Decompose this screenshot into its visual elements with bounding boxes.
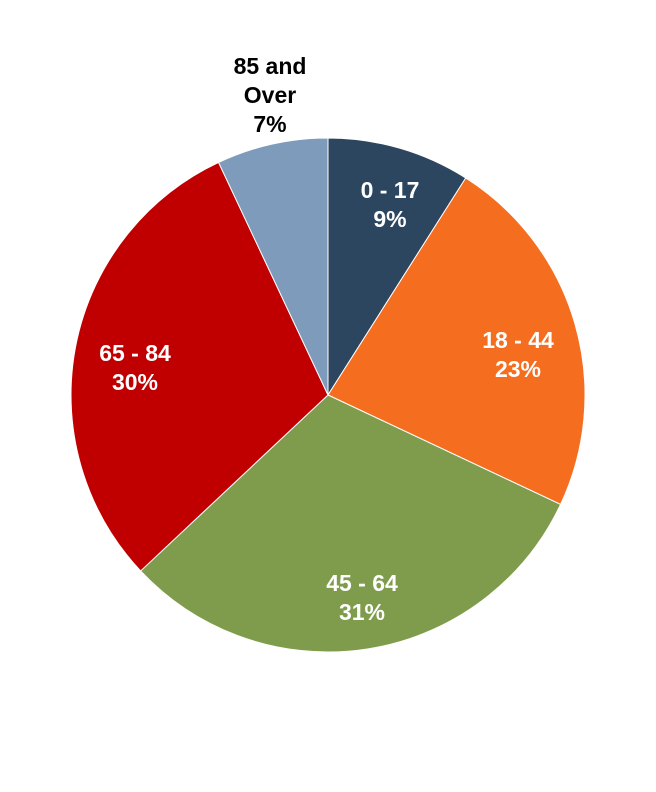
category-label: 85 and Over <box>233 52 307 108</box>
value-label: 7% <box>253 110 287 137</box>
slice-label: 0 - 17 9% <box>325 176 455 234</box>
value-label: 31% <box>338 599 386 625</box>
value-label: 9% <box>373 206 407 232</box>
pie-slice <box>70 161 329 572</box>
slice-label: 45 - 64 31% <box>297 569 427 627</box>
slice-label: 65 - 84 30% <box>70 339 200 397</box>
value-label: 23% <box>494 356 542 382</box>
pie-slice <box>217 137 329 396</box>
pie-slice <box>139 394 562 653</box>
category-label: 18 - 44 <box>482 327 554 353</box>
slice-label: 85 and Over 7% <box>215 52 325 139</box>
category-label: 65 - 84 <box>99 340 171 366</box>
value-label: 30% <box>111 369 159 395</box>
category-label: 45 - 64 <box>326 570 398 596</box>
slice-label: 18 - 44 23% <box>453 326 583 384</box>
pie-slice <box>327 137 467 397</box>
pie-slice <box>327 177 586 506</box>
category-label: 0 - 17 <box>360 177 420 203</box>
